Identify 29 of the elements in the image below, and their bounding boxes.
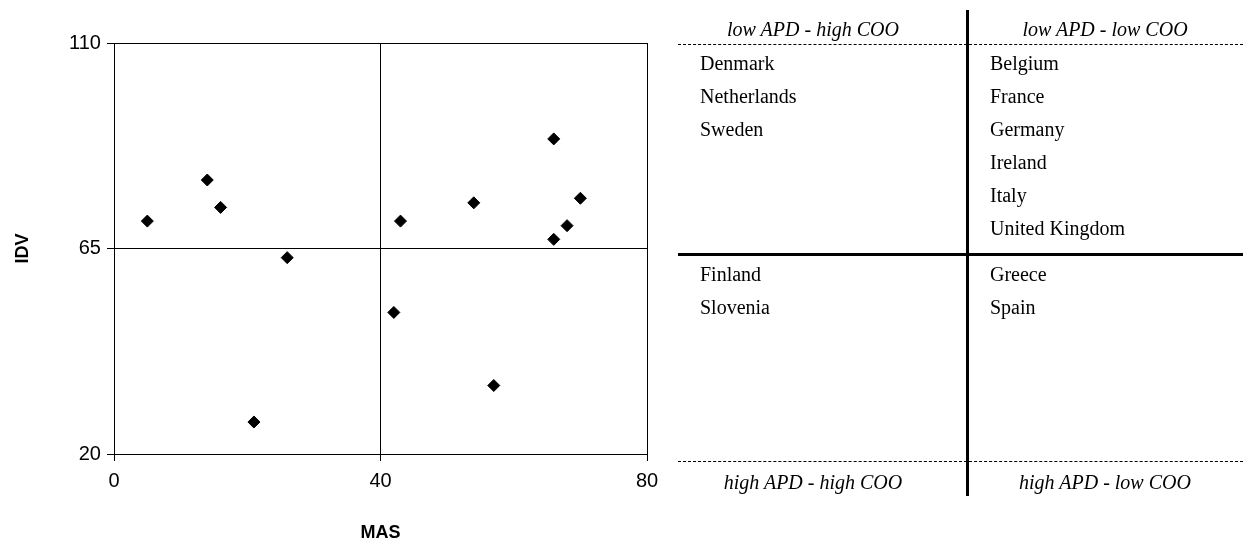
- point: [387, 305, 401, 319]
- text: high APD - high COO: [722, 470, 904, 494]
- point: [393, 214, 407, 228]
- x-tick-label: 0: [108, 468, 120, 491]
- point: [547, 232, 561, 246]
- x-axis-title: MAS: [360, 522, 401, 543]
- text: Greece Spain: [990, 262, 1047, 321]
- y-tick-label: 65: [78, 236, 101, 259]
- y-tick-label: 110: [69, 30, 101, 53]
- x-tick-label: 80: [635, 468, 659, 491]
- point: [247, 415, 261, 429]
- text: Finland Slovenia: [700, 262, 770, 320]
- point: [140, 214, 154, 228]
- text: low APD - high COO: [726, 17, 900, 41]
- point: [560, 219, 574, 233]
- point: [200, 173, 214, 187]
- y-axis-title: IDV: [11, 233, 32, 264]
- x-tick-label: 40: [369, 468, 392, 491]
- point: [547, 132, 561, 146]
- text: Denmark Netherlands Sweden: [700, 51, 797, 142]
- point: [573, 191, 587, 205]
- text: low APD - low COO: [1021, 17, 1189, 41]
- point: [280, 251, 294, 265]
- text: Belgium France Germany Ireland Italy United Kingdom: [990, 51, 1125, 242]
- point: [214, 200, 228, 214]
- y-tick-label: 20: [78, 441, 101, 464]
- point: [467, 196, 481, 210]
- text: high APD - low COO: [1018, 470, 1192, 494]
- point: [487, 379, 501, 392]
